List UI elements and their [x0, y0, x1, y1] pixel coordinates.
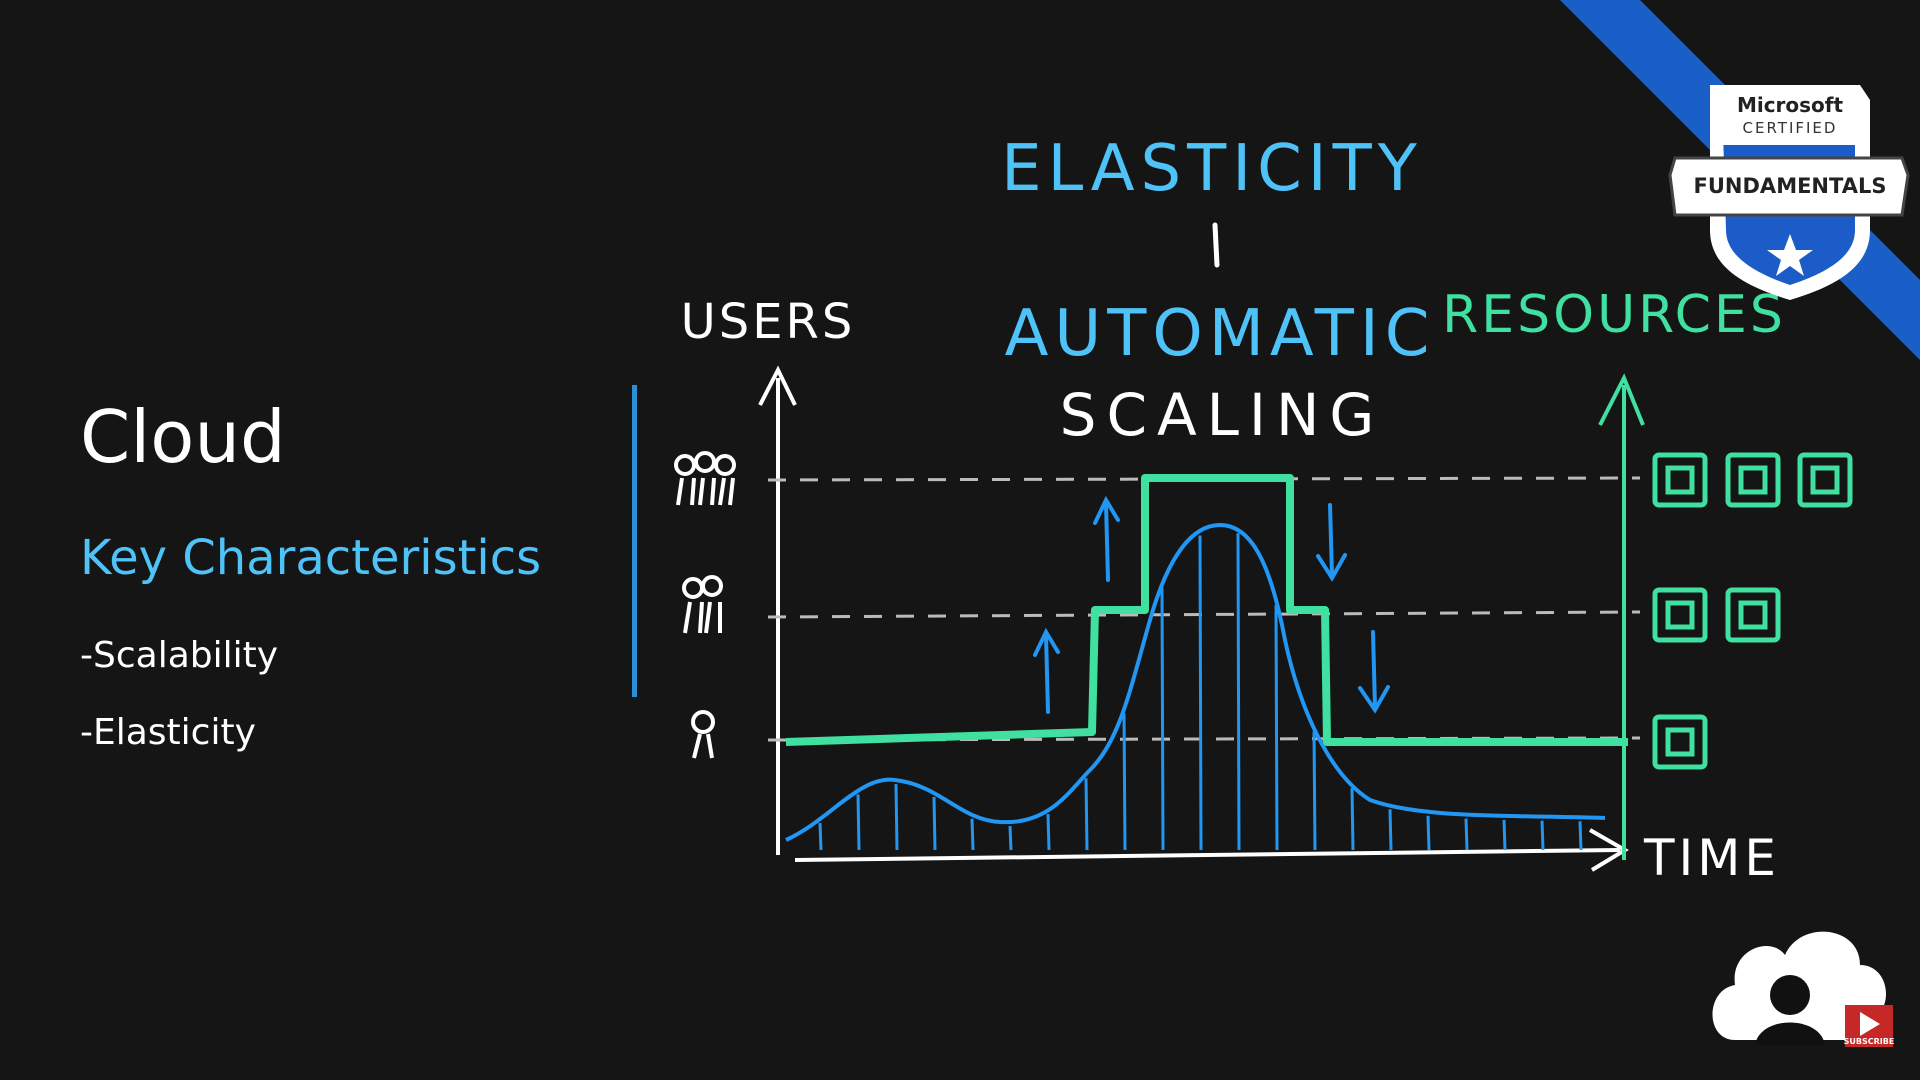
- resource-icons-1: [1652, 714, 1708, 770]
- bullet-elasticity: -Elasticity: [80, 712, 256, 753]
- heading-separator: [1212, 222, 1220, 268]
- level-line-3: [767, 476, 1641, 482]
- hatch-line: [856, 794, 861, 851]
- scale-down-arrows: [1316, 503, 1390, 714]
- hatch-line: [1312, 731, 1317, 851]
- hatch-line: [1198, 535, 1203, 851]
- users-axis-arrow: [758, 365, 797, 406]
- star-icon: [1767, 234, 1813, 276]
- hatch-line: [932, 796, 937, 851]
- users-icon-2: [682, 575, 723, 634]
- resources-axis-arrow: [1598, 373, 1645, 426]
- hatch-line: [1350, 788, 1355, 851]
- badge-certified: CERTIFIED: [1743, 119, 1838, 137]
- users-curve: [785, 522, 1606, 842]
- slide-subtitle: Key Characteristics: [80, 530, 542, 586]
- hatch-line: [1426, 815, 1431, 851]
- bullet-scalability: -Scalability: [80, 635, 279, 676]
- hatch-line: [1008, 825, 1013, 851]
- resources-axis-label: RESOURCES: [1442, 285, 1786, 345]
- hatch-line: [1160, 587, 1165, 851]
- subscribe-label: SUBSCRIBE: [1844, 1037, 1895, 1046]
- resources-step-line: [785, 474, 1628, 746]
- users-curve-hatching: [818, 533, 1583, 851]
- hatch-line: [1046, 814, 1051, 851]
- users-icon-1: [691, 710, 715, 759]
- time-axis: [794, 848, 1621, 862]
- time-axis-label: TIME: [1643, 829, 1780, 887]
- channel-avatar: [1712, 931, 1887, 1045]
- level-line-2: [767, 610, 1641, 619]
- hatch-line: [1540, 820, 1545, 851]
- hatch-line: [970, 818, 975, 851]
- hatch-line: [1464, 818, 1469, 851]
- heading-automatic: AUTOMATIC: [1005, 297, 1436, 371]
- hatch-line: [894, 784, 899, 851]
- hatch-line: [1122, 713, 1127, 851]
- heading-scaling: SCALING: [1060, 381, 1385, 449]
- hatch-line: [1388, 809, 1393, 851]
- badge-fundamentals: FUNDAMENTALS: [1694, 174, 1887, 198]
- hatch-line: [1274, 605, 1279, 851]
- play-icon: [1860, 1012, 1880, 1036]
- hatch-line: [1084, 778, 1089, 851]
- microsoft-certified-badge: Microsoft CERTIFIED FUNDAMENTALS: [1668, 85, 1910, 300]
- hatch-line: [1578, 821, 1583, 851]
- resource-icons-3: [1652, 452, 1853, 508]
- hatch-line: [1502, 819, 1507, 851]
- scale-up-arrows: [1033, 495, 1120, 714]
- subscribe-button[interactable]: SUBSCRIBE: [1844, 1005, 1895, 1047]
- hatch-line: [818, 822, 823, 851]
- badge-microsoft: Microsoft: [1737, 93, 1844, 117]
- slide-title: Cloud: [80, 395, 286, 479]
- heading-elasticity: ELASTICITY: [1001, 132, 1423, 206]
- users-icon-3: [674, 451, 736, 506]
- hatch-line: [1236, 533, 1241, 851]
- vertical-divider: [632, 385, 637, 697]
- users-axis-label: USERS: [681, 294, 856, 350]
- resource-icons-2: [1652, 587, 1781, 643]
- person-head-icon: [1770, 975, 1810, 1015]
